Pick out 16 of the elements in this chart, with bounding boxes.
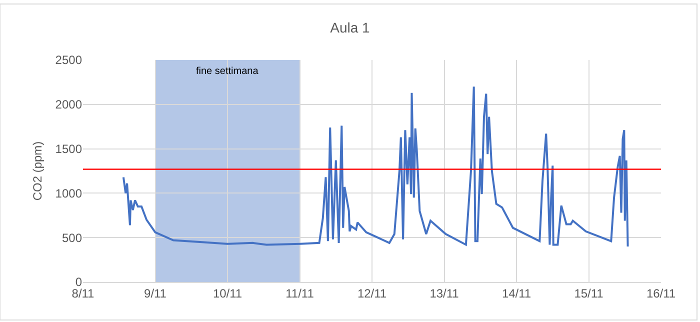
y-tick-label: 1500 <box>55 142 82 156</box>
x-tick-label: 10/11 <box>212 286 242 300</box>
x-tick-label: 12/11 <box>357 286 387 300</box>
x-tick-label: 15/11 <box>574 286 604 300</box>
x-tick-label: 9/11 <box>144 286 167 300</box>
chart-title: Aula 1 <box>330 19 370 36</box>
x-tick-label: 11/11 <box>286 286 314 300</box>
y-axis-title: CO2 (ppm) <box>30 141 45 201</box>
band-label: fine settimana <box>196 66 259 77</box>
y-tick-label: 2000 <box>55 98 82 112</box>
y-tick-label: 1000 <box>55 186 82 200</box>
x-tick-label: 13/11 <box>430 286 460 300</box>
y-tick-label: 2500 <box>55 53 82 68</box>
y-tick-label: 500 <box>62 230 82 245</box>
x-tick-label: 14/11 <box>502 286 532 300</box>
x-tick-label: 16/11 <box>646 286 676 300</box>
